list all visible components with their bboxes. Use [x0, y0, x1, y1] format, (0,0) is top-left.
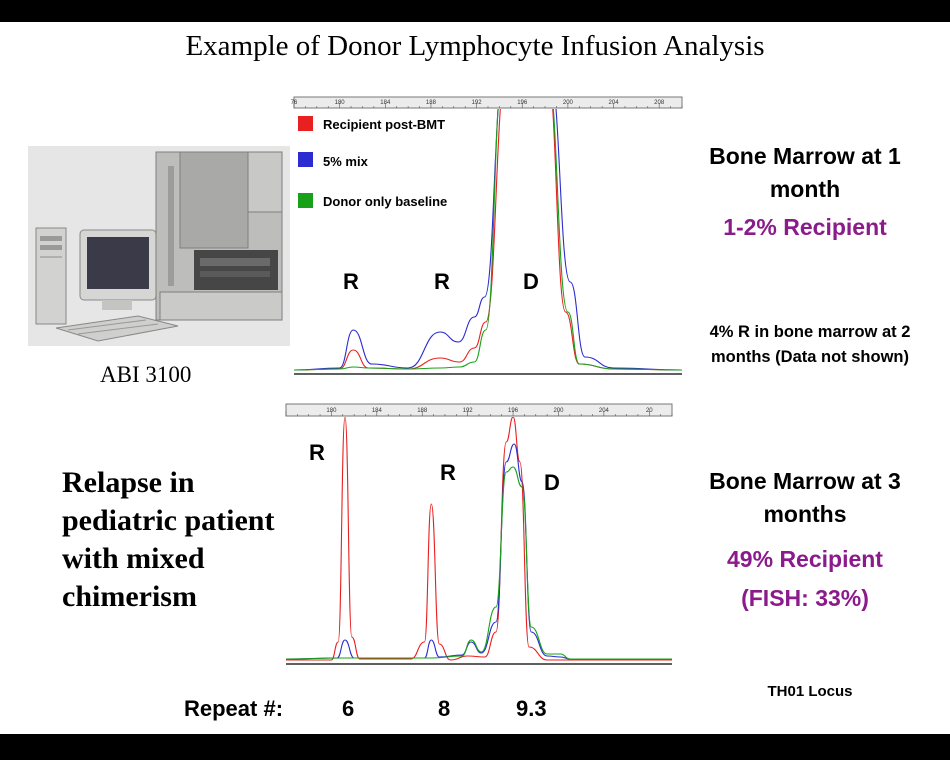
- x-tick-label: 200: [563, 100, 574, 106]
- x-tick-label: 184: [380, 100, 391, 106]
- bone-marrow-3-months-heading: Bone Marrow at 3 months: [709, 468, 901, 527]
- series-line-donor: [294, 109, 682, 371]
- slide: [0, 22, 950, 734]
- peak-label-r2: R: [440, 460, 456, 485]
- legend-mix: 5% mix: [323, 154, 369, 169]
- legend-donor: Donor only baseline: [323, 194, 447, 209]
- x-tick-label: 208: [654, 100, 665, 106]
- series-line-mix: [294, 109, 682, 371]
- x-tick-label: 200: [553, 408, 564, 414]
- series-line-recipient: [286, 417, 672, 661]
- series-line-donor: [286, 466, 672, 660]
- repeat-value-8: 8: [438, 696, 451, 721]
- series-line-recipient: [294, 109, 682, 371]
- x-tick-label: 204: [599, 408, 610, 414]
- x-tick-label: 188: [426, 100, 437, 106]
- x-tick-label: 180: [326, 408, 337, 414]
- repeat-value-9-3: 9.3: [516, 696, 547, 721]
- legend-recipient: Recipient post-BMT: [323, 117, 445, 132]
- legend-swatch-mix: [298, 152, 313, 167]
- recipient-1-month: 1-2% Recipient: [723, 214, 887, 240]
- recipient-3-months-value: 49% Recipient: [727, 546, 883, 572]
- x-tick-label: 180: [335, 100, 346, 106]
- peak-label-d: D: [544, 470, 560, 495]
- recipient-3-months: 49% Recipient (FISH: 33%): [700, 540, 910, 618]
- slide-title: Example of Donor Lymphocyte Infusion Ana…: [185, 30, 765, 62]
- instrument-caption: ABI 3100: [100, 362, 192, 387]
- x-tick-label: 196: [517, 100, 528, 106]
- x-tick-label: 188: [417, 408, 428, 414]
- bone-marrow-1-month-heading: Bone Marrow at 1 month: [709, 143, 901, 202]
- peak-label-r1: R: [309, 440, 325, 465]
- x-tick-label: 204: [609, 100, 620, 106]
- repeat-label: Repeat #:: [184, 696, 284, 721]
- x-tick-label: 192: [463, 408, 474, 414]
- x-tick-label: 196: [508, 408, 519, 414]
- x-tick-label: 76: [291, 100, 298, 106]
- note-2-months: 4% R in bone marrow at 2 months (Data no…: [709, 323, 911, 366]
- peak-label-r2: R: [434, 269, 450, 294]
- legend-swatch-donor: [298, 193, 313, 208]
- peak-label-r1: R: [343, 269, 359, 294]
- abi-3100-instrument-image: [28, 146, 290, 346]
- relapse-description: Relapse in pediatric patient with mixed …: [62, 466, 275, 613]
- x-tick-label: 192: [472, 100, 483, 106]
- locus-label: TH01 Locus: [767, 683, 853, 700]
- fish-value: (FISH: 33%): [741, 585, 869, 611]
- series-line-mix: [286, 443, 672, 660]
- x-tick-label: 20: [646, 408, 653, 414]
- legend-swatch-recipient: [298, 116, 313, 131]
- peak-label-d: D: [523, 269, 539, 294]
- repeat-value-6: 6: [342, 696, 355, 721]
- x-tick-label: 184: [372, 408, 383, 414]
